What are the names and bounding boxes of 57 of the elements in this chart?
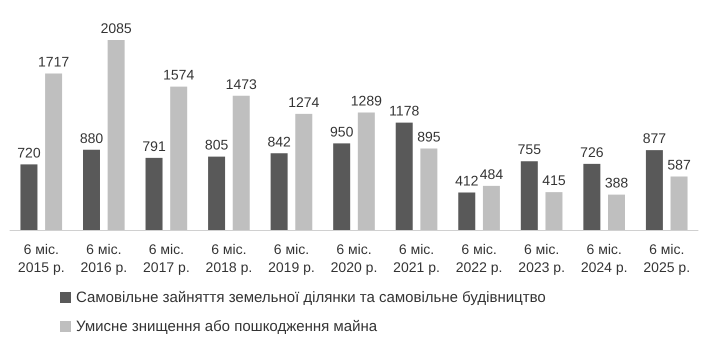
bar: [608, 194, 626, 230]
x-tick-label: 6 міс. 2021 р.: [393, 241, 440, 275]
data-label: 720: [17, 144, 41, 160]
legend-label: Самовільне зайняття земельної ділянки та самовільне будівництво: [76, 289, 546, 306]
bar: [108, 40, 125, 230]
data-label: 1574: [163, 66, 194, 83]
x-tick-label: 6 міс. 2023 р.: [518, 241, 565, 275]
bar: [232, 96, 250, 230]
data-label: 950: [330, 123, 354, 140]
bar: [458, 192, 476, 230]
bar: [396, 122, 413, 230]
data-label: 755: [518, 141, 542, 158]
bar: [358, 112, 375, 230]
x-tick-label: 6 міс. 2024 р.: [580, 241, 628, 275]
bar: [45, 74, 62, 230]
x-tick-label: 6 міс. 2022 р.: [456, 241, 502, 275]
bar: [520, 161, 538, 230]
data-label: 415: [542, 172, 566, 188]
data-label: 484: [480, 166, 504, 182]
x-tick-label: 6 міс. 2019 р.: [268, 241, 315, 275]
legend-label: Умисне знищення або пошкодження майна: [76, 318, 378, 335]
data-label: 587: [667, 156, 691, 173]
bar: [208, 156, 226, 230]
data-label: 412: [455, 172, 479, 188]
data-label: 1717: [38, 54, 70, 70]
bar: [670, 176, 688, 230]
data-label: 1289: [350, 92, 382, 109]
x-tick-label: 6 міс. 2018 р.: [206, 241, 252, 275]
x-tick-label: 6 міс. 2020 р.: [330, 241, 378, 275]
bar: [482, 186, 500, 230]
bar: [646, 150, 663, 230]
x-tick-label: 6 міс. 2016 р.: [80, 241, 128, 275]
x-tick-label: 6 міс. 2025 р.: [643, 241, 690, 275]
data-label: 791: [142, 138, 166, 154]
bar: [146, 158, 163, 230]
data-label: 726: [580, 144, 604, 160]
data-label: 1473: [226, 76, 258, 92]
bar: [170, 86, 188, 230]
x-tick-label: 6 міс. 2017 р.: [143, 241, 190, 275]
data-label: 2085: [100, 20, 132, 36]
data-label: 877: [642, 130, 666, 146]
bar: [295, 114, 312, 230]
data-label: 880: [80, 130, 104, 146]
x-tick-label: 6 міс. 2015 р.: [18, 241, 65, 275]
data-label: 1178: [389, 102, 420, 119]
data-label: 895: [417, 128, 441, 144]
bar: [20, 164, 38, 230]
data-label: 805: [204, 136, 228, 153]
bar: [333, 143, 350, 230]
bar: [583, 164, 600, 230]
bar: [420, 148, 438, 230]
bar: [545, 192, 562, 230]
data-label: 1274: [288, 94, 320, 110]
bar: [82, 150, 100, 230]
data-label: 842: [267, 133, 292, 150]
bar: [270, 153, 288, 230]
data-label: 388: [604, 174, 628, 191]
